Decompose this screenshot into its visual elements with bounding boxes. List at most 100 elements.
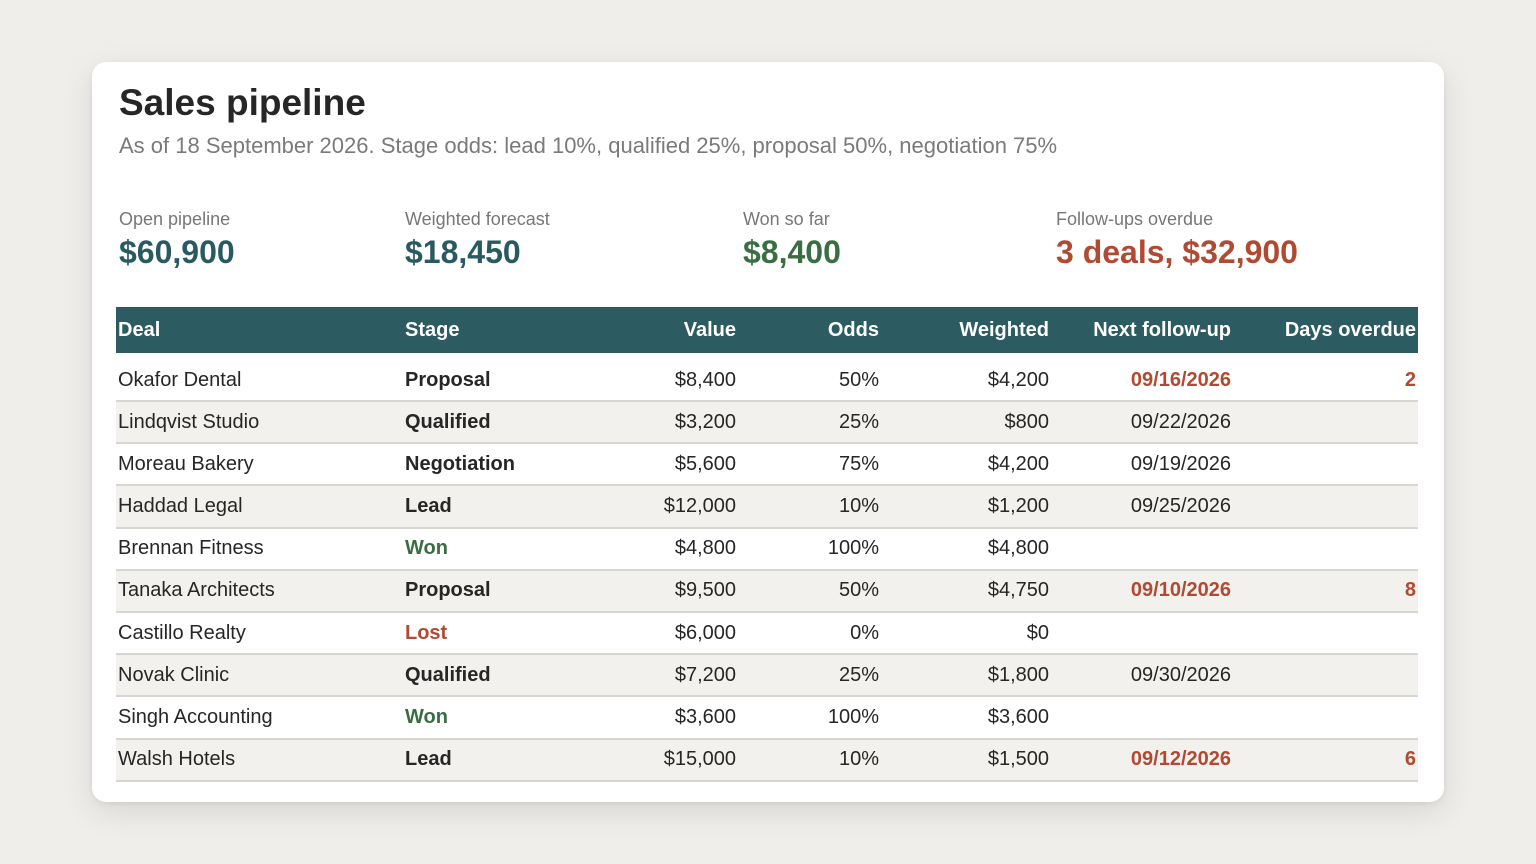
page-title: Sales pipeline: [119, 82, 366, 123]
days-overdue-cell: [1233, 654, 1418, 698]
table-row[interactable]: Moreau Bakery Negotiation $5,600 75% $4,200 0…: [116, 443, 1418, 487]
stage-cell: Lead: [403, 738, 553, 782]
value-cell: $3,600: [553, 696, 738, 740]
column-header-deal[interactable]: Deal: [118, 318, 161, 341]
days-overdue-cell: [1233, 485, 1418, 529]
column-header-value[interactable]: Value: [683, 318, 736, 341]
pipeline-card: Sales pipeline As of 18 September 2026. …: [92, 62, 1444, 802]
odds-cell: 100%: [738, 696, 881, 740]
odds-cell: 100%: [738, 527, 881, 571]
weighted-cell: $1,200: [881, 485, 1051, 529]
value-cell: $6,000: [553, 611, 738, 656]
table-row[interactable]: Novak Clinic Qualified $7,200 25% $1,800 09/3…: [116, 654, 1418, 698]
days-overdue-cell: [1233, 443, 1418, 487]
stage-cell: Lead: [403, 485, 553, 529]
kpi-value: $60,900: [119, 234, 235, 270]
deal-cell: Brennan Fitness: [116, 527, 403, 571]
deal-cell: Moreau Bakery: [116, 443, 403, 487]
weighted-cell: $3,600: [881, 696, 1051, 740]
table-row[interactable]: Singh Accounting Won $3,600 100% $3,600: [116, 696, 1418, 740]
table-row[interactable]: Brennan Fitness Won $4,800 100% $4,800: [116, 527, 1418, 571]
deal-cell: Haddad Legal: [116, 485, 403, 529]
kpi-value: 3 deals, $32,900: [1056, 234, 1298, 270]
next-follow-up-cell: 09/30/2026: [1051, 654, 1233, 698]
value-cell: $7,200: [553, 654, 738, 698]
deal-cell: Castillo Realty: [116, 611, 403, 656]
odds-cell: 10%: [738, 485, 881, 529]
kpi-open-pipeline: Open pipeline $60,900: [119, 209, 235, 271]
odds-cell: 0%: [738, 611, 881, 656]
kpi-weighted-forecast: Weighted forecast $18,450: [405, 209, 550, 271]
table-row[interactable]: Okafor Dental Proposal $8,400 50% $4,200 09/1…: [116, 353, 1418, 402]
deal-cell: Singh Accounting: [116, 696, 403, 740]
days-overdue-cell: [1233, 401, 1418, 445]
kpi-value: $8,400: [743, 234, 841, 270]
pipeline-table: Deal Stage Value Odds Weighted Next foll…: [116, 307, 1418, 782]
kpi-label: Won so far: [743, 209, 830, 229]
next-follow-up-cell: [1051, 611, 1233, 656]
column-header-stage[interactable]: Stage: [405, 318, 460, 341]
deal-cell: Walsh Hotels: [116, 738, 403, 782]
next-follow-up-cell: [1051, 527, 1233, 571]
next-follow-up-cell: 09/19/2026: [1051, 443, 1233, 487]
table-header-row: Deal Stage Value Odds Weighted Next foll…: [116, 307, 1418, 353]
stage-cell: Negotiation: [403, 443, 553, 487]
odds-cell: 50%: [738, 353, 881, 402]
weighted-cell: $4,200: [881, 443, 1051, 487]
stage-cell: Qualified: [403, 401, 553, 445]
kpi-label: Open pipeline: [119, 209, 231, 229]
table-row[interactable]: Castillo Realty Lost $6,000 0% $0: [116, 611, 1418, 656]
value-cell: $8,400: [553, 353, 738, 402]
next-follow-up-cell: 09/10/2026: [1051, 569, 1233, 613]
table-row[interactable]: Haddad Legal Lead $12,000 10% $1,200 09/25/20…: [116, 485, 1418, 529]
next-follow-up-cell: 09/16/2026: [1051, 353, 1233, 402]
deal-cell: Tanaka Architects: [116, 569, 403, 613]
days-overdue-cell: [1233, 527, 1418, 571]
weighted-cell: $4,800: [881, 527, 1051, 571]
stage-cell: Won: [403, 527, 553, 571]
column-header-days-overdue[interactable]: Days overdue: [1284, 318, 1416, 341]
column-header-odds[interactable]: Odds: [827, 318, 879, 341]
next-follow-up-cell: 09/22/2026: [1051, 401, 1233, 445]
days-overdue-cell: [1233, 611, 1418, 656]
value-cell: $9,500: [553, 569, 738, 613]
table-row[interactable]: Tanaka Architects Proposal $9,500 50% $4,750…: [116, 569, 1418, 613]
weighted-cell: $1,500: [881, 738, 1051, 782]
table-row[interactable]: Lindqvist Studio Qualified $3,200 25% $800 09…: [116, 401, 1418, 445]
weighted-cell: $800: [881, 401, 1051, 445]
page-subtitle: As of 18 September 2026. Stage odds: lea…: [119, 133, 1058, 158]
deal-cell: Okafor Dental: [116, 353, 403, 402]
odds-cell: 75%: [738, 443, 881, 487]
odds-cell: 25%: [738, 654, 881, 698]
kpi-followups-overdue: Follow-ups overdue 3 deals, $32,900: [1056, 209, 1298, 271]
days-overdue-cell: 2: [1233, 353, 1418, 402]
weighted-cell: $4,750: [881, 569, 1051, 613]
value-cell: $3,200: [553, 401, 738, 445]
next-follow-up-cell: 09/25/2026: [1051, 485, 1233, 529]
value-cell: $15,000: [553, 738, 738, 782]
weighted-cell: $4,200: [881, 353, 1051, 402]
value-cell: $4,800: [553, 527, 738, 571]
column-header-next-follow-up[interactable]: Next follow-up: [1093, 318, 1231, 341]
stage-cell: Lost: [403, 611, 553, 656]
deal-cell: Lindqvist Studio: [116, 401, 403, 445]
days-overdue-cell: [1233, 696, 1418, 740]
kpi-won-so-far: Won so far $8,400: [743, 209, 841, 271]
deal-cell: Novak Clinic: [116, 654, 403, 698]
stage-cell: Proposal: [403, 353, 553, 402]
days-overdue-cell: 8: [1233, 569, 1418, 613]
odds-cell: 25%: [738, 401, 881, 445]
stage-cell: Proposal: [403, 569, 553, 613]
kpi-value: $18,450: [405, 234, 521, 270]
value-cell: $12,000: [553, 485, 738, 529]
days-overdue-cell: 6: [1233, 738, 1418, 782]
table-row[interactable]: Walsh Hotels Lead $15,000 10% $1,500 09/12/20…: [116, 738, 1418, 782]
next-follow-up-cell: 09/12/2026: [1051, 738, 1233, 782]
odds-cell: 10%: [738, 738, 881, 782]
column-header-weighted[interactable]: Weighted: [959, 318, 1049, 341]
odds-cell: 50%: [738, 569, 881, 613]
weighted-cell: $0: [881, 611, 1051, 656]
stage-cell: Won: [403, 696, 553, 740]
value-cell: $5,600: [553, 443, 738, 487]
stage-cell: Qualified: [403, 654, 553, 698]
